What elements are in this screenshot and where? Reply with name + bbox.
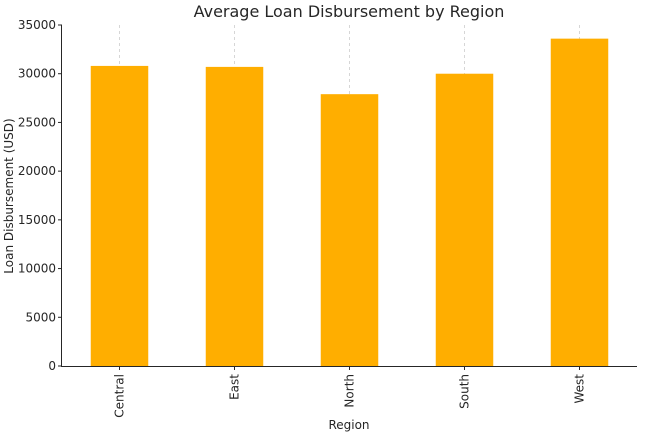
y-tick-label: 10000 [18, 262, 56, 276]
bar-east [205, 66, 264, 366]
y-axis-label: Loan Disbursement (USD) [2, 118, 16, 273]
x-tick-label-north: North [343, 374, 357, 408]
y-tick-label: 5000 [25, 310, 56, 324]
y-axis-ticks: 0 5000 10000 15000 20000 25000 30000 35000 [18, 18, 62, 373]
y-tick-label: 30000 [18, 67, 56, 81]
bar-west [550, 38, 609, 366]
y-tick-label: 35000 [18, 18, 56, 32]
chart-title: Average Loan Disbursement by Region [194, 2, 505, 21]
y-tick-label: 20000 [18, 164, 56, 178]
y-tick-label: 25000 [18, 115, 56, 129]
x-axis-ticks: Central East North South West [113, 366, 587, 418]
x-tick-label-west: West [573, 374, 587, 404]
x-tick-label-central: Central [113, 374, 127, 418]
x-axis-label: Region [328, 418, 369, 432]
bars-group [90, 38, 609, 367]
y-tick-label: 0 [48, 359, 56, 373]
x-tick-label-east: East [228, 374, 242, 400]
x-tick-label-south: South [458, 374, 472, 409]
bar-south [435, 73, 494, 366]
bar-central [90, 65, 149, 367]
bar-north [320, 94, 379, 366]
y-tick-label: 15000 [18, 213, 56, 227]
